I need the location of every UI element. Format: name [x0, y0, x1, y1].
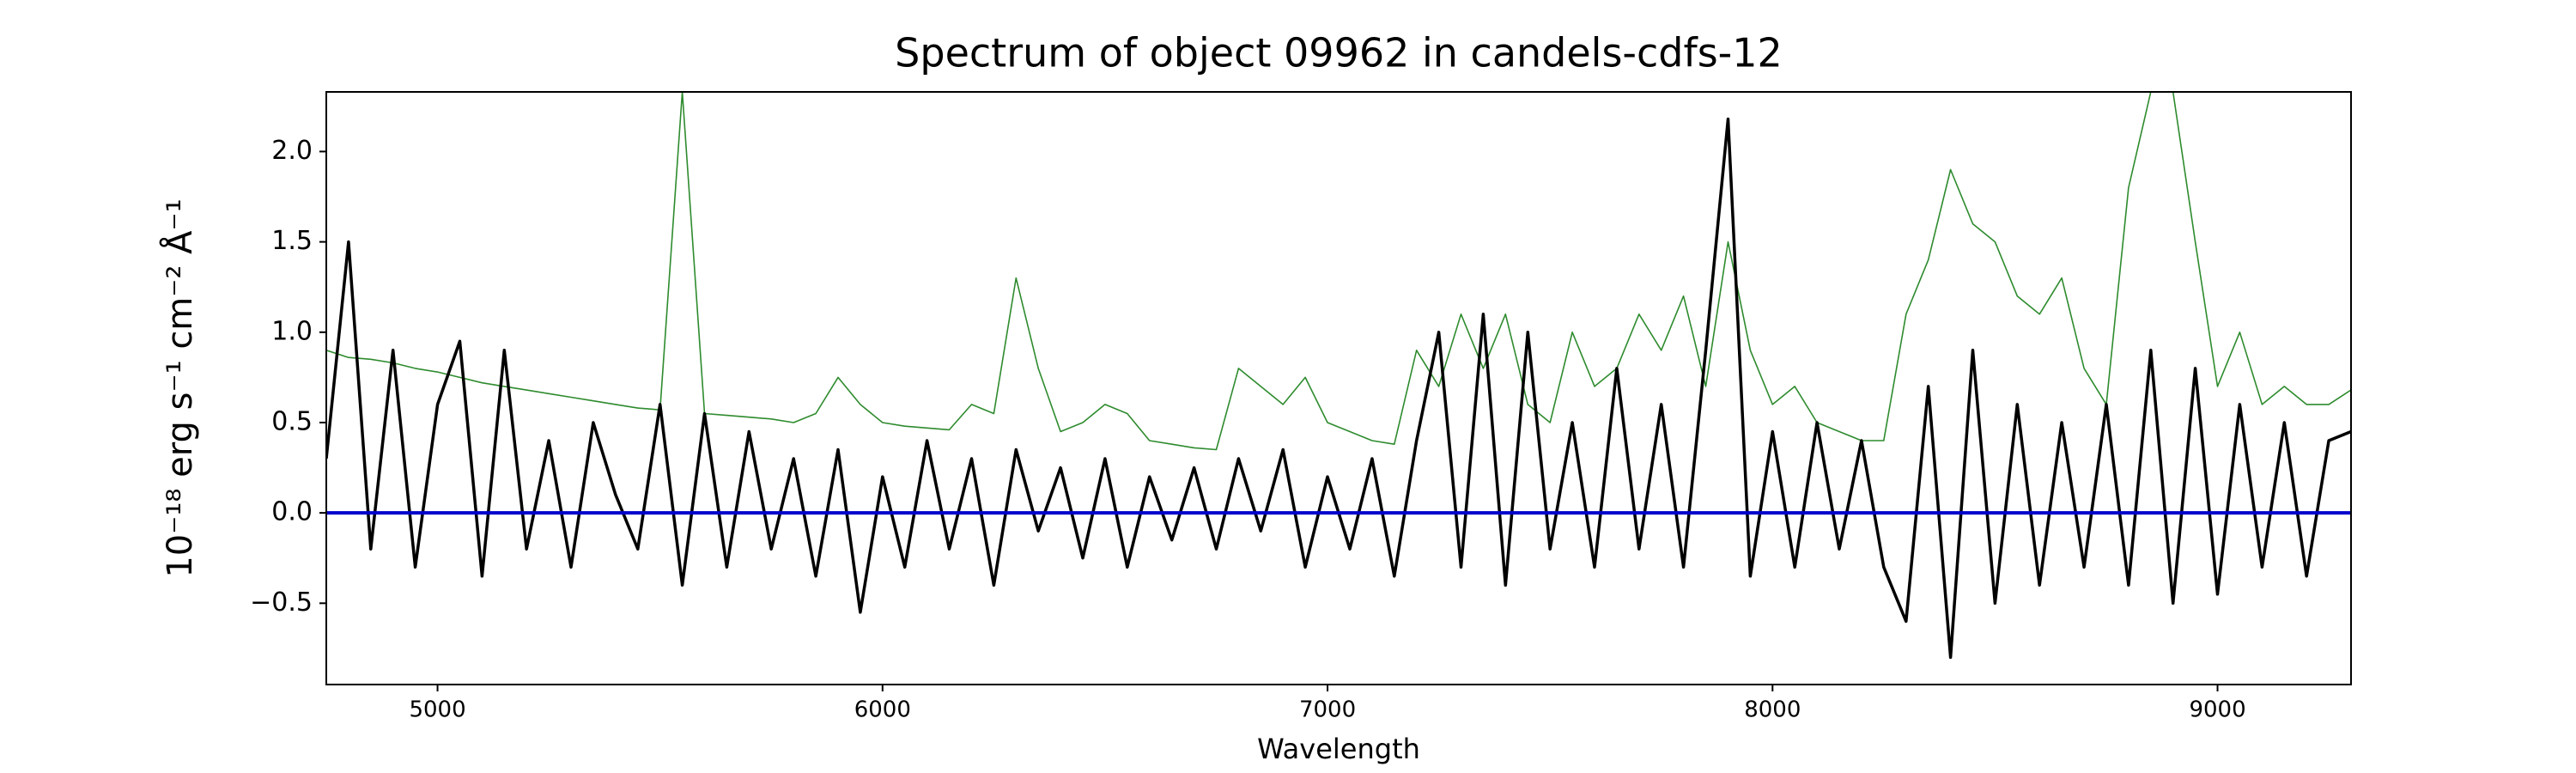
- spectrum-line: [326, 117, 2351, 660]
- y-tick-label: 0.0: [271, 497, 313, 527]
- y-tick-label: 2.0: [271, 136, 313, 166]
- plot-frame: [325, 91, 2352, 685]
- y-tick-label: 0.5: [271, 406, 313, 436]
- y-tick-label: −0.5: [250, 587, 313, 618]
- x-tick-label: 8000: [1744, 697, 1801, 723]
- x-tick-label: 9000: [2189, 697, 2245, 723]
- chart-title: Spectrum of object 09962 in candels-cdfs…: [895, 30, 1783, 76]
- x-tick-label: 7000: [1299, 697, 1356, 723]
- y-tick-label: 1.5: [271, 226, 313, 256]
- spectrum-line: [326, 92, 2351, 451]
- x-tick-label: 6000: [854, 697, 911, 723]
- y-axis-label: 10⁻¹⁸ erg s⁻¹ cm⁻² Å⁻¹: [159, 198, 200, 577]
- x-tick-label: 5000: [409, 697, 465, 723]
- y-tick-label: 1.0: [271, 316, 313, 346]
- x-axis-label: Wavelength: [1257, 733, 1420, 765]
